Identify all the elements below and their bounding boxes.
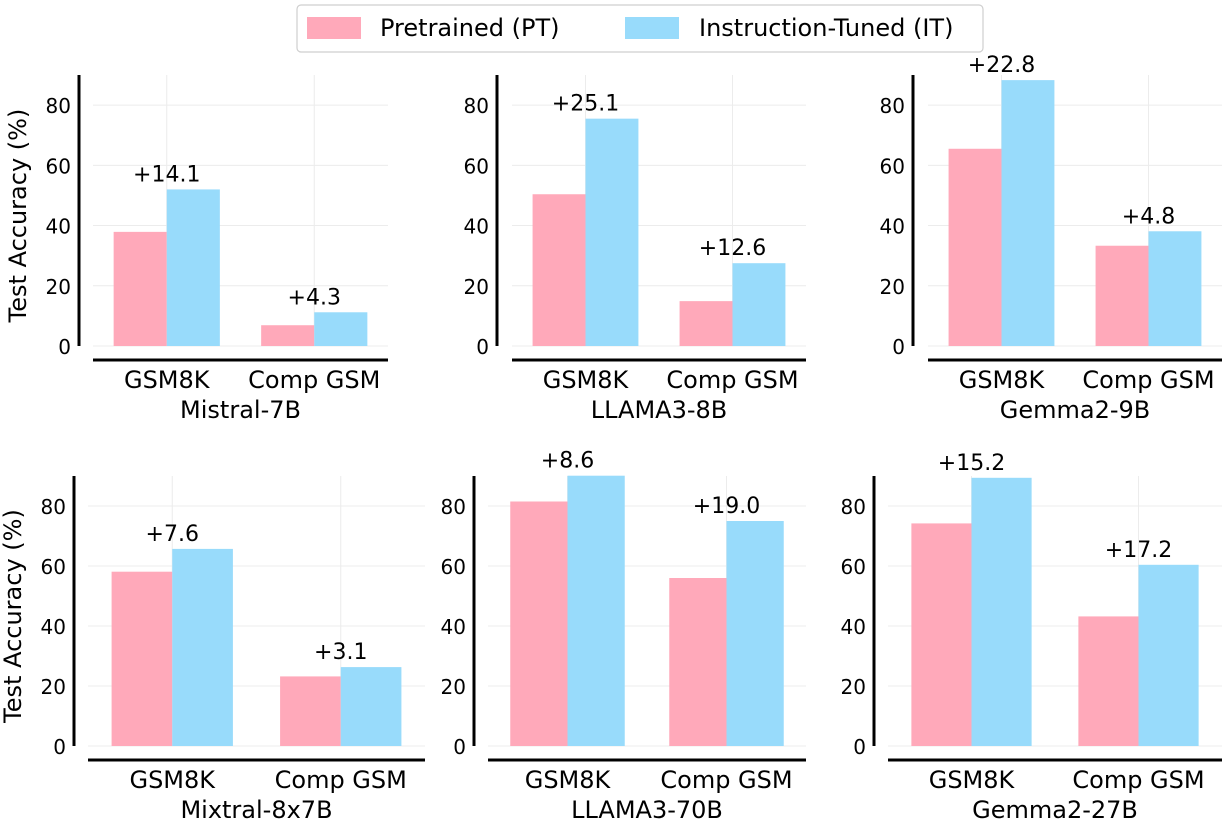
- y-tick-label: 80: [41, 495, 66, 519]
- bar-it: [1138, 564, 1199, 746]
- y-tick-label: 0: [453, 735, 466, 759]
- bar-it: [726, 521, 784, 746]
- y-axis-label: Test Accuracy (%): [0, 509, 27, 724]
- x-tick-label: GSM8K: [929, 766, 1016, 794]
- bar-pt: [261, 325, 315, 346]
- y-tick-label: 60: [880, 154, 905, 178]
- delta-label: +3.1: [314, 640, 367, 665]
- y-tick-label: 60: [441, 555, 466, 579]
- bar-pt: [1078, 616, 1139, 746]
- bar-it: [314, 312, 368, 346]
- y-tick-label: 20: [464, 275, 489, 299]
- y-tick-label: 20: [441, 675, 466, 699]
- subplot-5: 0 20 40 60 80 +15.2 +17.2 GSM8K Comp GSMGemma2-2…: [841, 451, 1222, 820]
- legend: Pretrained (PT) Instruction-Tuned (IT): [296, 4, 984, 53]
- legend-swatch-it: [625, 17, 679, 39]
- bar-pt: [532, 194, 586, 346]
- legend-label-pt: Pretrained (PT): [380, 14, 560, 42]
- bar-it: [1148, 231, 1202, 346]
- bar-pt: [1095, 245, 1149, 346]
- y-tick-label: 20: [841, 675, 866, 699]
- bar-it: [732, 263, 786, 346]
- y-tick-label: 80: [841, 495, 866, 519]
- y-tick-label: 40: [880, 215, 905, 239]
- x-tick-label: GSM8K: [124, 366, 211, 394]
- y-tick-label: 60: [464, 154, 489, 178]
- y-tick-label: 40: [46, 215, 71, 239]
- bar-it: [166, 189, 220, 346]
- delta-label: +25.1: [552, 92, 619, 117]
- y-axis-label: Test Accuracy (%): [4, 109, 32, 324]
- x-tick-label: GSM8K: [543, 366, 630, 394]
- y-tick-label: 0: [53, 735, 66, 759]
- y-tick-label: 80: [464, 94, 489, 118]
- x-tick-label: Comp GSM: [1082, 366, 1214, 394]
- subplot-title: LLAMA3-8B: [591, 396, 728, 424]
- delta-label: +19.0: [693, 494, 760, 519]
- subplot-title: Mistral-7B: [180, 396, 301, 424]
- subplot-3: 0 20 40 60 80 +7.6 +3.1 GSM8K Comp GSMMixtral-8x…: [0, 476, 425, 820]
- bar-it: [567, 475, 625, 746]
- y-tick-label: 0: [853, 735, 866, 759]
- y-tick-label: 40: [841, 615, 866, 639]
- y-tick-label: 40: [41, 615, 66, 639]
- bar-pt: [669, 578, 727, 746]
- y-tick-label: 60: [41, 555, 66, 579]
- bar-pt: [113, 231, 167, 346]
- delta-label: +12.6: [699, 236, 766, 261]
- y-tick-label: 0: [58, 335, 71, 359]
- delta-label: +22.8: [968, 53, 1035, 78]
- y-tick-label: 20: [41, 675, 66, 699]
- legend-label-it: Instruction-Tuned (IT): [699, 14, 953, 42]
- x-tick-label: GSM8K: [129, 766, 216, 794]
- x-tick-label: GSM8K: [525, 766, 612, 794]
- y-tick-label: 0: [892, 335, 905, 359]
- x-tick-label: Comp GSM: [275, 766, 407, 794]
- y-tick-label: 0: [476, 335, 489, 359]
- subplot-title: LLAMA3-70B: [571, 796, 723, 820]
- y-tick-label: 80: [441, 495, 466, 519]
- x-tick-label: Comp GSM: [666, 366, 798, 394]
- bar-pt: [911, 523, 972, 746]
- legend-swatch-pt: [307, 17, 361, 39]
- delta-label: +8.6: [541, 449, 594, 474]
- x-tick-label: Comp GSM: [248, 366, 380, 394]
- y-tick-label: 20: [46, 275, 71, 299]
- subplot-0: 0 20 40 60 80 +14.1 +4.3 GSM8K Comp GSMMistral-7…: [4, 75, 388, 424]
- x-tick-label: GSM8K: [959, 366, 1046, 394]
- delta-label: +7.6: [146, 522, 199, 547]
- y-tick-label: 80: [46, 94, 71, 118]
- bar-it: [1001, 80, 1055, 346]
- y-tick-label: 40: [441, 615, 466, 639]
- y-tick-label: 80: [880, 94, 905, 118]
- bar-it: [971, 477, 1032, 746]
- bar-it: [172, 548, 233, 746]
- subplot-1: 0 20 40 60 80 +25.1 +12.6 GSM8K Comp GSMLLAMA3-8…: [464, 75, 806, 424]
- subplot-title: Mixtral-8x7B: [180, 796, 332, 820]
- subplot-title: Gemma2-9B: [1000, 396, 1151, 424]
- bar-pt: [510, 501, 568, 746]
- delta-label: +4.3: [288, 285, 341, 310]
- delta-label: +14.1: [133, 162, 200, 187]
- bar-pt: [948, 148, 1002, 346]
- subplot-4: 0 20 40 60 80 +8.6 +19.0 GSM8K Comp GSMLLAMA3-70…: [441, 449, 806, 820]
- delta-label: +4.8: [1122, 204, 1175, 229]
- y-tick-label: 20: [880, 275, 905, 299]
- y-tick-label: 60: [46, 154, 71, 178]
- bar-it: [585, 118, 639, 347]
- bar-pt: [679, 301, 733, 346]
- delta-label: +17.2: [1105, 538, 1172, 563]
- x-tick-label: Comp GSM: [660, 766, 792, 794]
- y-tick-label: 60: [841, 555, 866, 579]
- x-tick-label: Comp GSM: [1072, 766, 1204, 794]
- bar-pt: [280, 676, 341, 746]
- bar-it: [340, 667, 402, 746]
- bar-pt: [111, 571, 173, 746]
- subplot-title: Gemma2-27B: [972, 796, 1138, 820]
- delta-label: +15.2: [938, 451, 1005, 476]
- y-tick-label: 40: [464, 215, 489, 239]
